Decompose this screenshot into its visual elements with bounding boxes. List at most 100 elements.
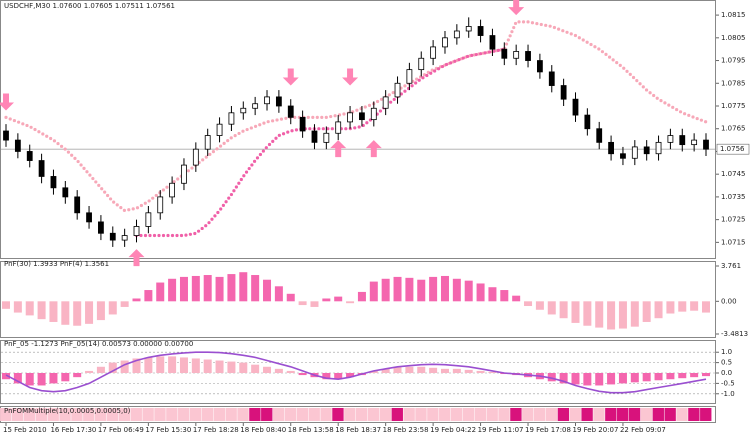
bar <box>120 301 129 307</box>
bar <box>191 358 200 373</box>
bar <box>464 369 473 373</box>
bar <box>132 358 141 373</box>
bar <box>417 279 426 302</box>
x-tick-label: 18 Feb 23:58 <box>383 426 429 434</box>
bar <box>357 291 366 302</box>
candle-body <box>442 37 448 48</box>
candle-body <box>572 98 579 116</box>
bar <box>179 276 188 302</box>
y-tick-label: -1.0 <box>721 390 735 398</box>
y-tick-label: 1.0735 <box>721 193 746 201</box>
strip-cell <box>581 408 593 421</box>
bar <box>203 359 212 373</box>
bar <box>168 278 177 302</box>
bar <box>618 301 627 329</box>
bar <box>559 373 568 384</box>
bar <box>488 371 497 373</box>
y-tick-label: 1.0715 <box>721 238 746 246</box>
y-tick-label: 1.0775 <box>721 102 746 110</box>
candle-body <box>181 164 187 184</box>
indicator-line <box>4 20 708 213</box>
bar <box>690 373 699 378</box>
candle-body <box>287 105 294 118</box>
main-panel <box>0 0 716 259</box>
strip-cell <box>71 408 83 421</box>
candle-body <box>169 182 176 198</box>
bar <box>678 373 687 379</box>
y-tick-label: -0.5 <box>721 379 735 387</box>
candle-body <box>98 221 104 234</box>
bar <box>37 301 46 320</box>
candle-body <box>109 232 116 241</box>
candle-body <box>382 96 389 109</box>
bar <box>702 373 710 377</box>
strip-cell <box>403 408 415 421</box>
bar <box>132 298 141 302</box>
bar <box>524 301 533 307</box>
candle-body <box>311 130 318 143</box>
bar <box>464 280 473 302</box>
histogram-panel <box>0 261 716 338</box>
strip-cell <box>640 408 653 421</box>
x-tick-label: 17 Feb 15:30 <box>145 426 191 434</box>
candle-body <box>501 48 508 59</box>
bar <box>702 301 710 313</box>
strip-cell <box>83 408 95 421</box>
bar <box>630 301 639 327</box>
bar <box>417 366 426 373</box>
bar <box>429 276 438 302</box>
candle-body <box>323 132 330 143</box>
bar <box>61 373 70 382</box>
candle-body <box>620 153 626 159</box>
bar <box>286 370 295 373</box>
oscillator-panel <box>0 340 716 404</box>
strip-cell <box>47 408 59 421</box>
bar <box>405 277 414 302</box>
strip-cell <box>59 408 71 421</box>
bar <box>203 275 212 302</box>
bar <box>239 362 248 373</box>
x-tick-label: 18 Feb 13:58 <box>288 426 334 434</box>
candle-body <box>121 235 128 241</box>
bar <box>108 301 117 315</box>
candle-body <box>703 139 709 150</box>
bar <box>642 373 651 382</box>
sell-arrow <box>0 93 14 111</box>
bar <box>500 290 509 302</box>
candle-body <box>631 146 638 159</box>
candle-body <box>299 116 306 132</box>
bar <box>678 301 687 312</box>
bar <box>227 361 236 373</box>
buy-arrow <box>365 140 382 158</box>
strip-cell <box>427 408 439 421</box>
bar <box>571 301 580 323</box>
bar <box>25 301 34 316</box>
strip-cell <box>545 408 558 421</box>
bar <box>156 282 165 302</box>
bar <box>144 357 153 373</box>
candle-body <box>38 160 45 177</box>
panel-title: PnF_05 -1.1273 PnF_05(14) 0.00573 0.0000… <box>4 340 193 348</box>
bar <box>108 362 117 373</box>
x-tick-label: 15 Feb 2010 <box>3 426 47 434</box>
candle-body <box>275 96 282 107</box>
price-label: 1.0756 <box>720 145 745 153</box>
strip-cell <box>533 408 546 421</box>
candle-body <box>216 123 223 136</box>
candle-body <box>560 85 567 100</box>
strip-cell <box>118 408 131 421</box>
bar <box>168 356 177 373</box>
candle-body <box>62 187 69 198</box>
candle-body <box>430 46 437 59</box>
strip-cell <box>628 408 641 421</box>
strip-cell <box>557 408 570 421</box>
strip-cell <box>237 408 249 421</box>
strip-cell <box>142 408 154 421</box>
bar <box>120 360 129 373</box>
bar <box>595 301 604 328</box>
bar <box>334 373 343 380</box>
bar <box>666 301 675 314</box>
bar <box>618 373 627 384</box>
bar <box>369 370 378 373</box>
strip-cell <box>593 408 605 421</box>
